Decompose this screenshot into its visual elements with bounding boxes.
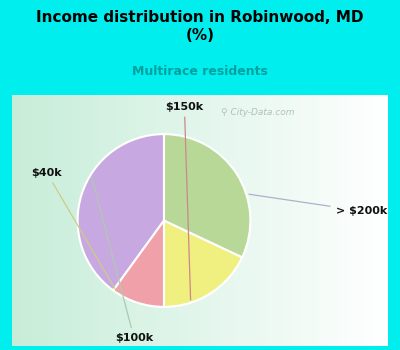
Wedge shape [164, 220, 242, 307]
Text: $150k: $150k [165, 102, 204, 300]
Text: $100k: $100k [92, 177, 153, 343]
Text: Income distribution in Robinwood, MD
(%): Income distribution in Robinwood, MD (%) [36, 10, 364, 43]
Text: ⚲ City-Data.com: ⚲ City-Data.com [221, 108, 294, 117]
Text: > $200k: > $200k [249, 194, 387, 216]
Wedge shape [164, 134, 250, 257]
Wedge shape [113, 220, 164, 307]
Text: Multirace residents: Multirace residents [132, 65, 268, 78]
Text: $40k: $40k [31, 168, 116, 291]
Wedge shape [78, 134, 164, 290]
